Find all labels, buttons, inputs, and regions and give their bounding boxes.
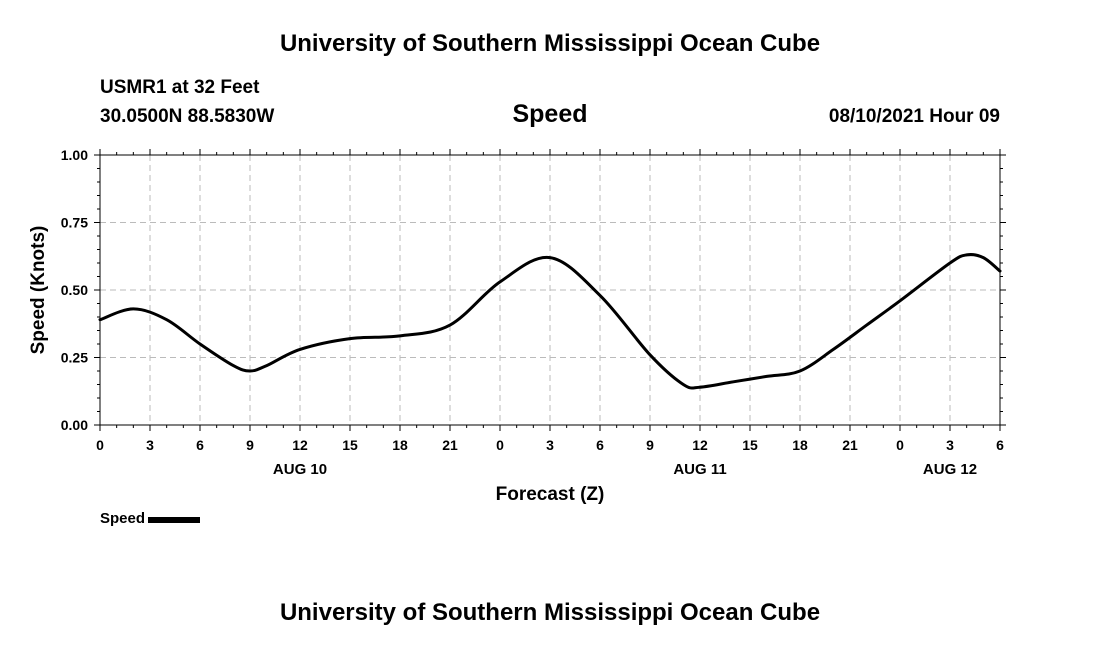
page-title-bottom: University of Southern Mississippi Ocean… [279, 599, 821, 626]
x-tick-label: 12 [692, 437, 708, 453]
datetime-label: 08/10/2021 Hour 09 [828, 106, 1000, 127]
x-tick-label: 0 [96, 437, 104, 453]
x-tick-label: 12 [292, 437, 308, 453]
date-label: AUG 11 [673, 461, 726, 478]
legend: Speed [100, 510, 201, 527]
x-tick-label: 15 [342, 437, 358, 453]
coordinates-label: 30.0500N 88.5830W [100, 106, 275, 127]
y-tick-label: 0.00 [61, 417, 88, 433]
x-tick-label: 3 [546, 437, 554, 453]
x-tick-label: 9 [646, 437, 654, 453]
y-tick-label: 0.75 [61, 215, 88, 231]
station-label: USMR1 at 32 Feet [100, 77, 260, 98]
chart-title: Speed [512, 100, 588, 128]
x-tick-label: 18 [792, 437, 808, 453]
page-title-top: University of Southern Mississippi Ocean… [279, 30, 821, 57]
x-tick-label: 6 [596, 437, 604, 453]
x-tick-label: 0 [496, 437, 504, 453]
x-tick-label: 6 [996, 437, 1004, 453]
y-tick-label: 1.00 [61, 147, 88, 163]
y-tick-label: 0.50 [61, 282, 88, 298]
x-tick-label: 6 [196, 437, 204, 453]
legend-label: Speed [100, 510, 146, 527]
y-tick-label: 0.25 [61, 350, 88, 366]
x-tick-label: 0 [896, 437, 904, 453]
date-label: AUG 10 [273, 461, 327, 478]
series-line-speed [98, 253, 1002, 390]
y-axis-label: Speed (Knots) [28, 226, 49, 355]
x-tick-label: 15 [742, 437, 758, 453]
date-label: AUG 12 [923, 461, 977, 478]
x-tick-label: 21 [842, 437, 858, 453]
x-axis-label: Forecast (Z) [496, 484, 605, 505]
x-tick-label: 3 [146, 437, 154, 453]
x-tick-label: 9 [246, 437, 254, 453]
x-tick-label: 3 [946, 437, 954, 453]
x-tick-label: 21 [442, 437, 458, 453]
legend-swatch [148, 516, 201, 523]
x-tick-label: 18 [392, 437, 408, 453]
